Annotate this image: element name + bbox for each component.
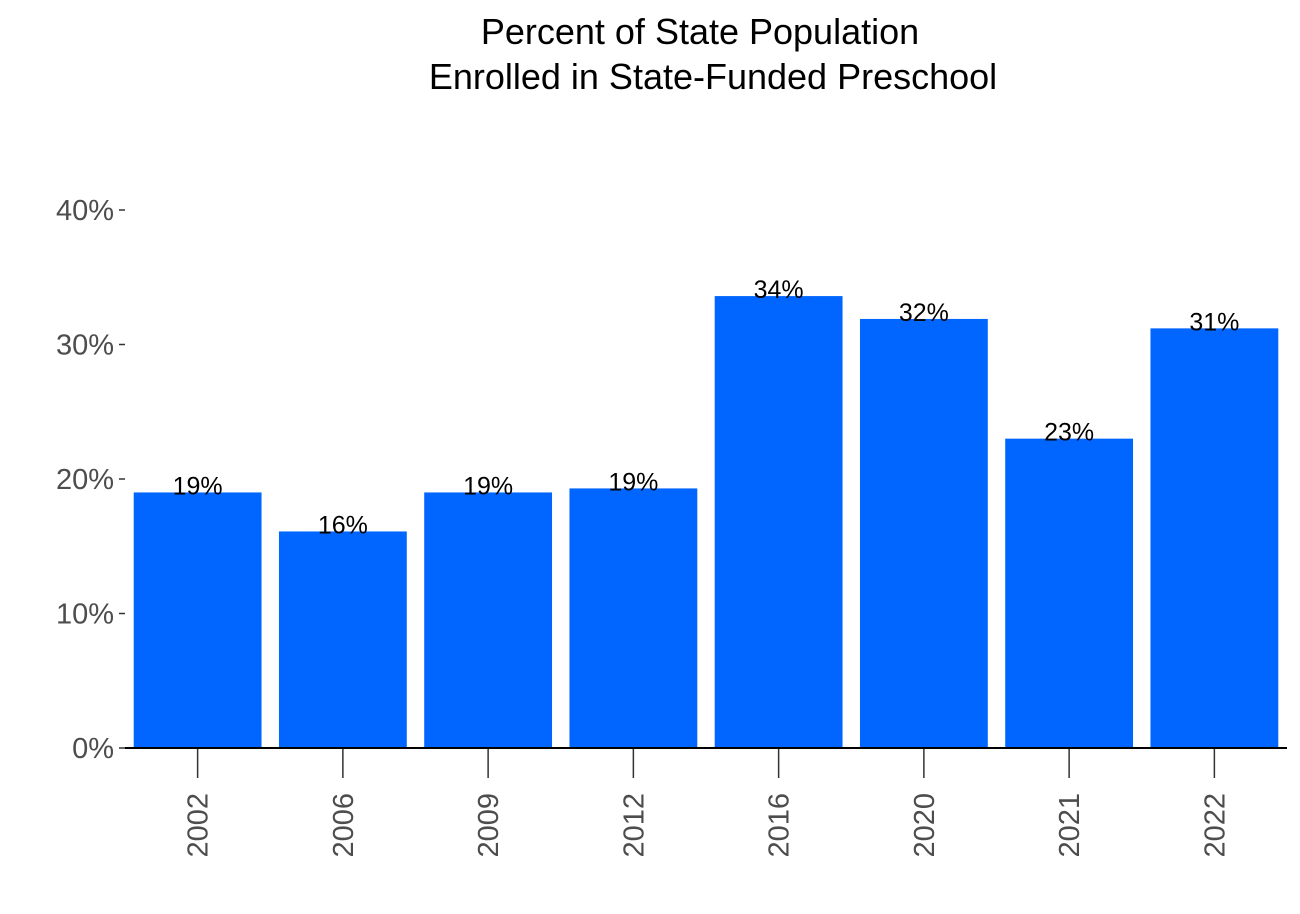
y-axis: 0% 10% 20% 30% 40%: [56, 195, 125, 765]
bar-2021: [1005, 438, 1134, 748]
y-tick-label: 10%: [56, 599, 114, 631]
bar-2002: [133, 492, 262, 748]
y-tick-label: 20%: [56, 464, 114, 496]
x-tick-label: 2016: [764, 793, 796, 858]
y-tick-label: 30%: [56, 330, 114, 362]
bar-2022: [1150, 328, 1279, 748]
x-axis: 2002 2006 2009 2012 2016 2020 2021 2022: [125, 747, 1287, 858]
x-tick-label: 2006: [328, 793, 360, 858]
data-label: 19%: [173, 472, 223, 500]
data-label: 31%: [1189, 308, 1239, 336]
y-tick-label: 40%: [56, 195, 114, 227]
bars: 19% 16% 19% 19% 34% 32% 23% 31%: [133, 276, 1279, 748]
bar-2016: [714, 296, 843, 748]
y-tick-label: 0%: [72, 733, 114, 765]
bar-2020: [859, 318, 988, 748]
data-label: 16%: [318, 511, 368, 539]
x-tick-label: 2021: [1054, 793, 1086, 858]
data-label: 32%: [899, 299, 949, 327]
x-tick-label: 2020: [909, 793, 941, 858]
data-label: 23%: [1044, 419, 1094, 447]
x-tick-label: 2012: [618, 793, 650, 858]
data-label: 19%: [608, 468, 658, 496]
data-label: 19%: [463, 472, 513, 500]
chart-title-line-1: Percent of State Population: [481, 11, 919, 52]
bar-2012: [569, 488, 698, 748]
data-label: 34%: [754, 276, 804, 304]
x-tick-label: 2022: [1199, 793, 1231, 858]
x-tick-label: 2002: [183, 793, 215, 858]
x-tick-label: 2009: [473, 793, 505, 858]
bar-2006: [278, 531, 407, 748]
chart-title-line-2: Enrolled in State-Funded Preschool: [429, 56, 997, 97]
bar-2009: [424, 492, 553, 748]
